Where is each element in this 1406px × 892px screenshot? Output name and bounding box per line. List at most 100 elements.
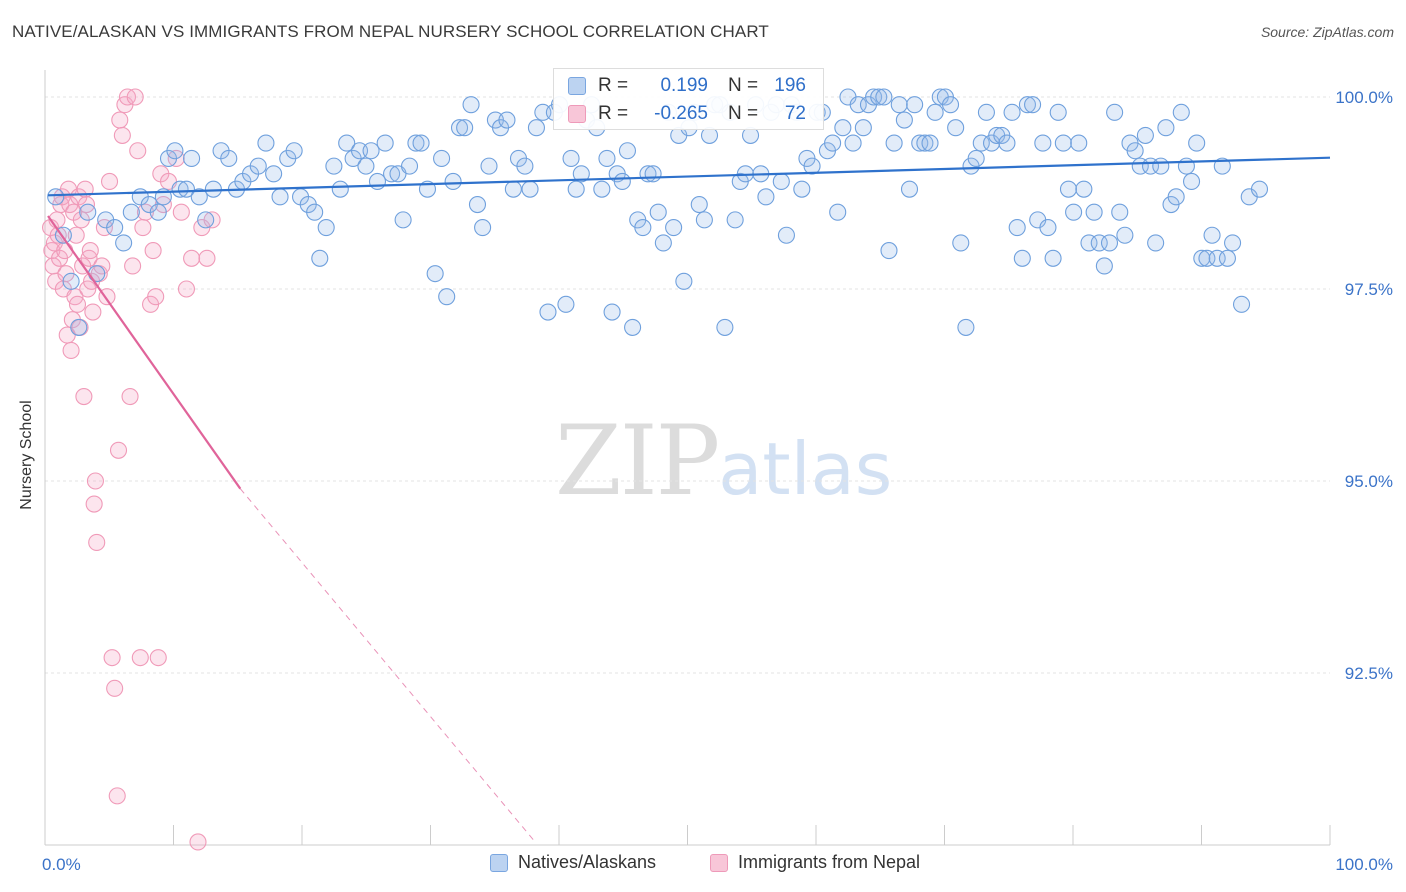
natives-point [649, 203, 667, 221]
natives-point [865, 88, 883, 106]
legend-swatch-pink [710, 853, 728, 872]
natives-point [911, 134, 929, 152]
natives-point [257, 134, 275, 152]
x-tick-label-max: 100.0% [1335, 855, 1393, 874]
natives-point [220, 149, 238, 167]
natives-point [70, 318, 88, 336]
legend-swatch-pink [568, 105, 586, 123]
natives-point [880, 242, 898, 260]
natives-point [957, 318, 975, 336]
natives-point [567, 180, 585, 198]
natives-point [900, 180, 919, 198]
natives-point [1044, 249, 1062, 267]
y-tick-label: 97.5% [1345, 280, 1393, 299]
natives-point [834, 119, 852, 137]
natives-point [1126, 142, 1144, 160]
natives-point [438, 288, 456, 306]
watermark: ZIPatlas [555, 405, 892, 517]
watermark-atlas: atlas [718, 427, 893, 511]
y-tick-label: 100.0% [1335, 88, 1393, 107]
natives-point [539, 303, 557, 321]
natives-point [603, 303, 621, 321]
natives-point [1013, 249, 1031, 267]
natives-point [1065, 203, 1083, 221]
natives-point [1039, 219, 1057, 237]
natives-point [1157, 119, 1175, 137]
natives-point [793, 180, 811, 198]
legend-r-value: -0.265 [654, 103, 708, 124]
natives-point [906, 96, 924, 114]
legend-item-natives[interactable]: Natives/Alaskans [490, 852, 656, 873]
natives-point [285, 142, 303, 160]
natives-point [504, 180, 522, 198]
trend-lines [47, 156, 1331, 843]
natives-point [527, 119, 545, 137]
natives-point [695, 211, 713, 229]
nepal-point [147, 288, 165, 306]
watermark-zip: ZIP [555, 405, 720, 517]
natives-point [1218, 249, 1236, 267]
natives-point [47, 188, 65, 206]
natives-point [998, 134, 1016, 152]
nepal-point [177, 280, 196, 298]
legend-swatch-blue [568, 77, 586, 95]
natives-point [338, 134, 356, 152]
natives-point [1095, 257, 1113, 275]
nepal-point [68, 295, 87, 313]
natives-point [613, 172, 631, 191]
legend-item-nepal[interactable]: Immigrants from Nepal [710, 852, 920, 873]
natives-point [362, 142, 380, 160]
natives-point [1193, 249, 1211, 267]
natives-point [854, 119, 872, 137]
natives-point [921, 134, 939, 152]
natives-point [1054, 134, 1072, 152]
natives-point [456, 119, 474, 137]
nepal-point [108, 787, 126, 805]
nepal-point [198, 249, 216, 267]
nepal-point [84, 303, 102, 321]
natives-point [1136, 126, 1154, 144]
nepal-point [172, 203, 190, 221]
natives-point [1008, 219, 1026, 237]
natives-point [311, 249, 329, 267]
natives-point [383, 165, 401, 183]
nepal-point [79, 280, 97, 298]
natives-point [1172, 103, 1190, 121]
natives-point [829, 203, 847, 221]
natives-point [844, 134, 862, 152]
natives-point [1116, 226, 1134, 244]
natives-point [271, 188, 289, 206]
nepal-trend-extension [239, 488, 536, 843]
natives-point [1213, 157, 1231, 175]
natives-point [412, 134, 430, 152]
natives-point [325, 157, 343, 175]
natives-point [480, 157, 498, 175]
natives-point [618, 142, 637, 160]
natives-point [895, 111, 913, 129]
natives-point [572, 165, 590, 183]
natives-point [947, 119, 965, 137]
natives-point [368, 172, 387, 191]
natives-point [331, 180, 349, 198]
nepal-point [100, 172, 119, 191]
natives-point [772, 172, 790, 191]
natives-point [197, 211, 215, 229]
natives-point [1049, 103, 1067, 121]
natives-point [177, 180, 196, 198]
legend-n-value: 72 [784, 103, 806, 124]
legend-n-label: N = [728, 103, 759, 124]
nepal-point [75, 387, 93, 406]
natives-point [400, 157, 419, 175]
nepal-point [113, 126, 131, 144]
natives-point [885, 134, 903, 152]
nepal-point [134, 219, 152, 237]
natives-point [1100, 234, 1119, 252]
natives-point [1070, 134, 1088, 152]
nepal-point [67, 226, 85, 244]
nepal-point [109, 441, 128, 459]
nepal-point [203, 211, 221, 229]
natives-point [306, 203, 324, 221]
natives-point [1034, 134, 1052, 152]
natives-point [967, 149, 985, 167]
